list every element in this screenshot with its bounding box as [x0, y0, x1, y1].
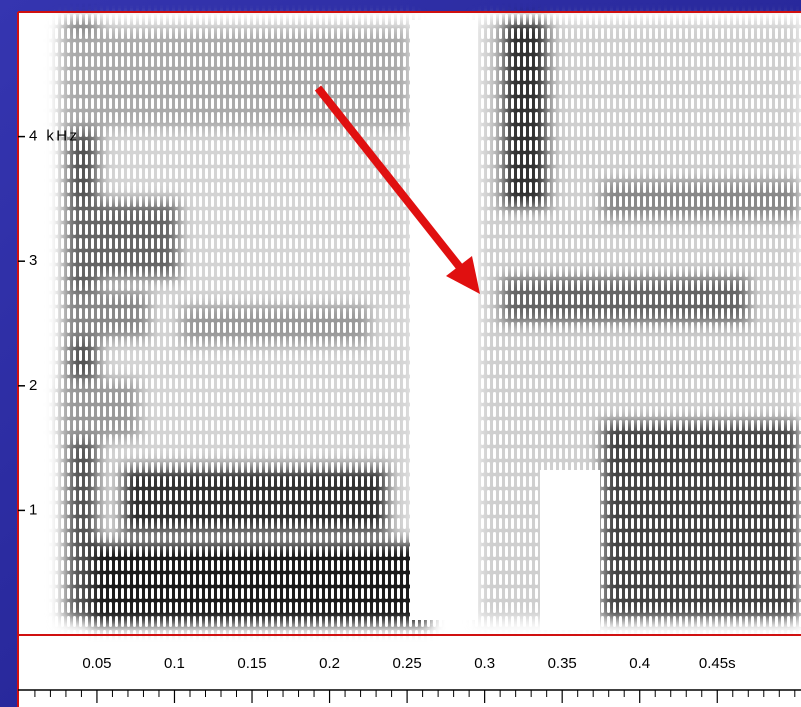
x-tick-label: 0.25 [392, 655, 421, 672]
x-tick-label: 0.4 [629, 655, 650, 672]
x-tick-label: 0.2 [319, 655, 340, 672]
y-tick-label: 1 [29, 501, 37, 518]
y-tick-label: 3 [29, 252, 37, 269]
x-tick-label: 0.15 [237, 655, 266, 672]
arrow-head [446, 256, 480, 294]
y-tick-label: 4 kHz [29, 128, 77, 145]
arrow-shaft [314, 85, 466, 273]
spectrogram-image [60, 20, 801, 630]
y-tick-label: 2 [29, 377, 37, 394]
x-tick-label: 0.45s [699, 655, 736, 672]
x-tick-label: 0.3 [474, 655, 495, 672]
x-tick-label: 0.05 [82, 655, 111, 672]
x-tick-label: 0.1 [164, 655, 185, 672]
x-tick-label: 0.35 [548, 655, 577, 672]
